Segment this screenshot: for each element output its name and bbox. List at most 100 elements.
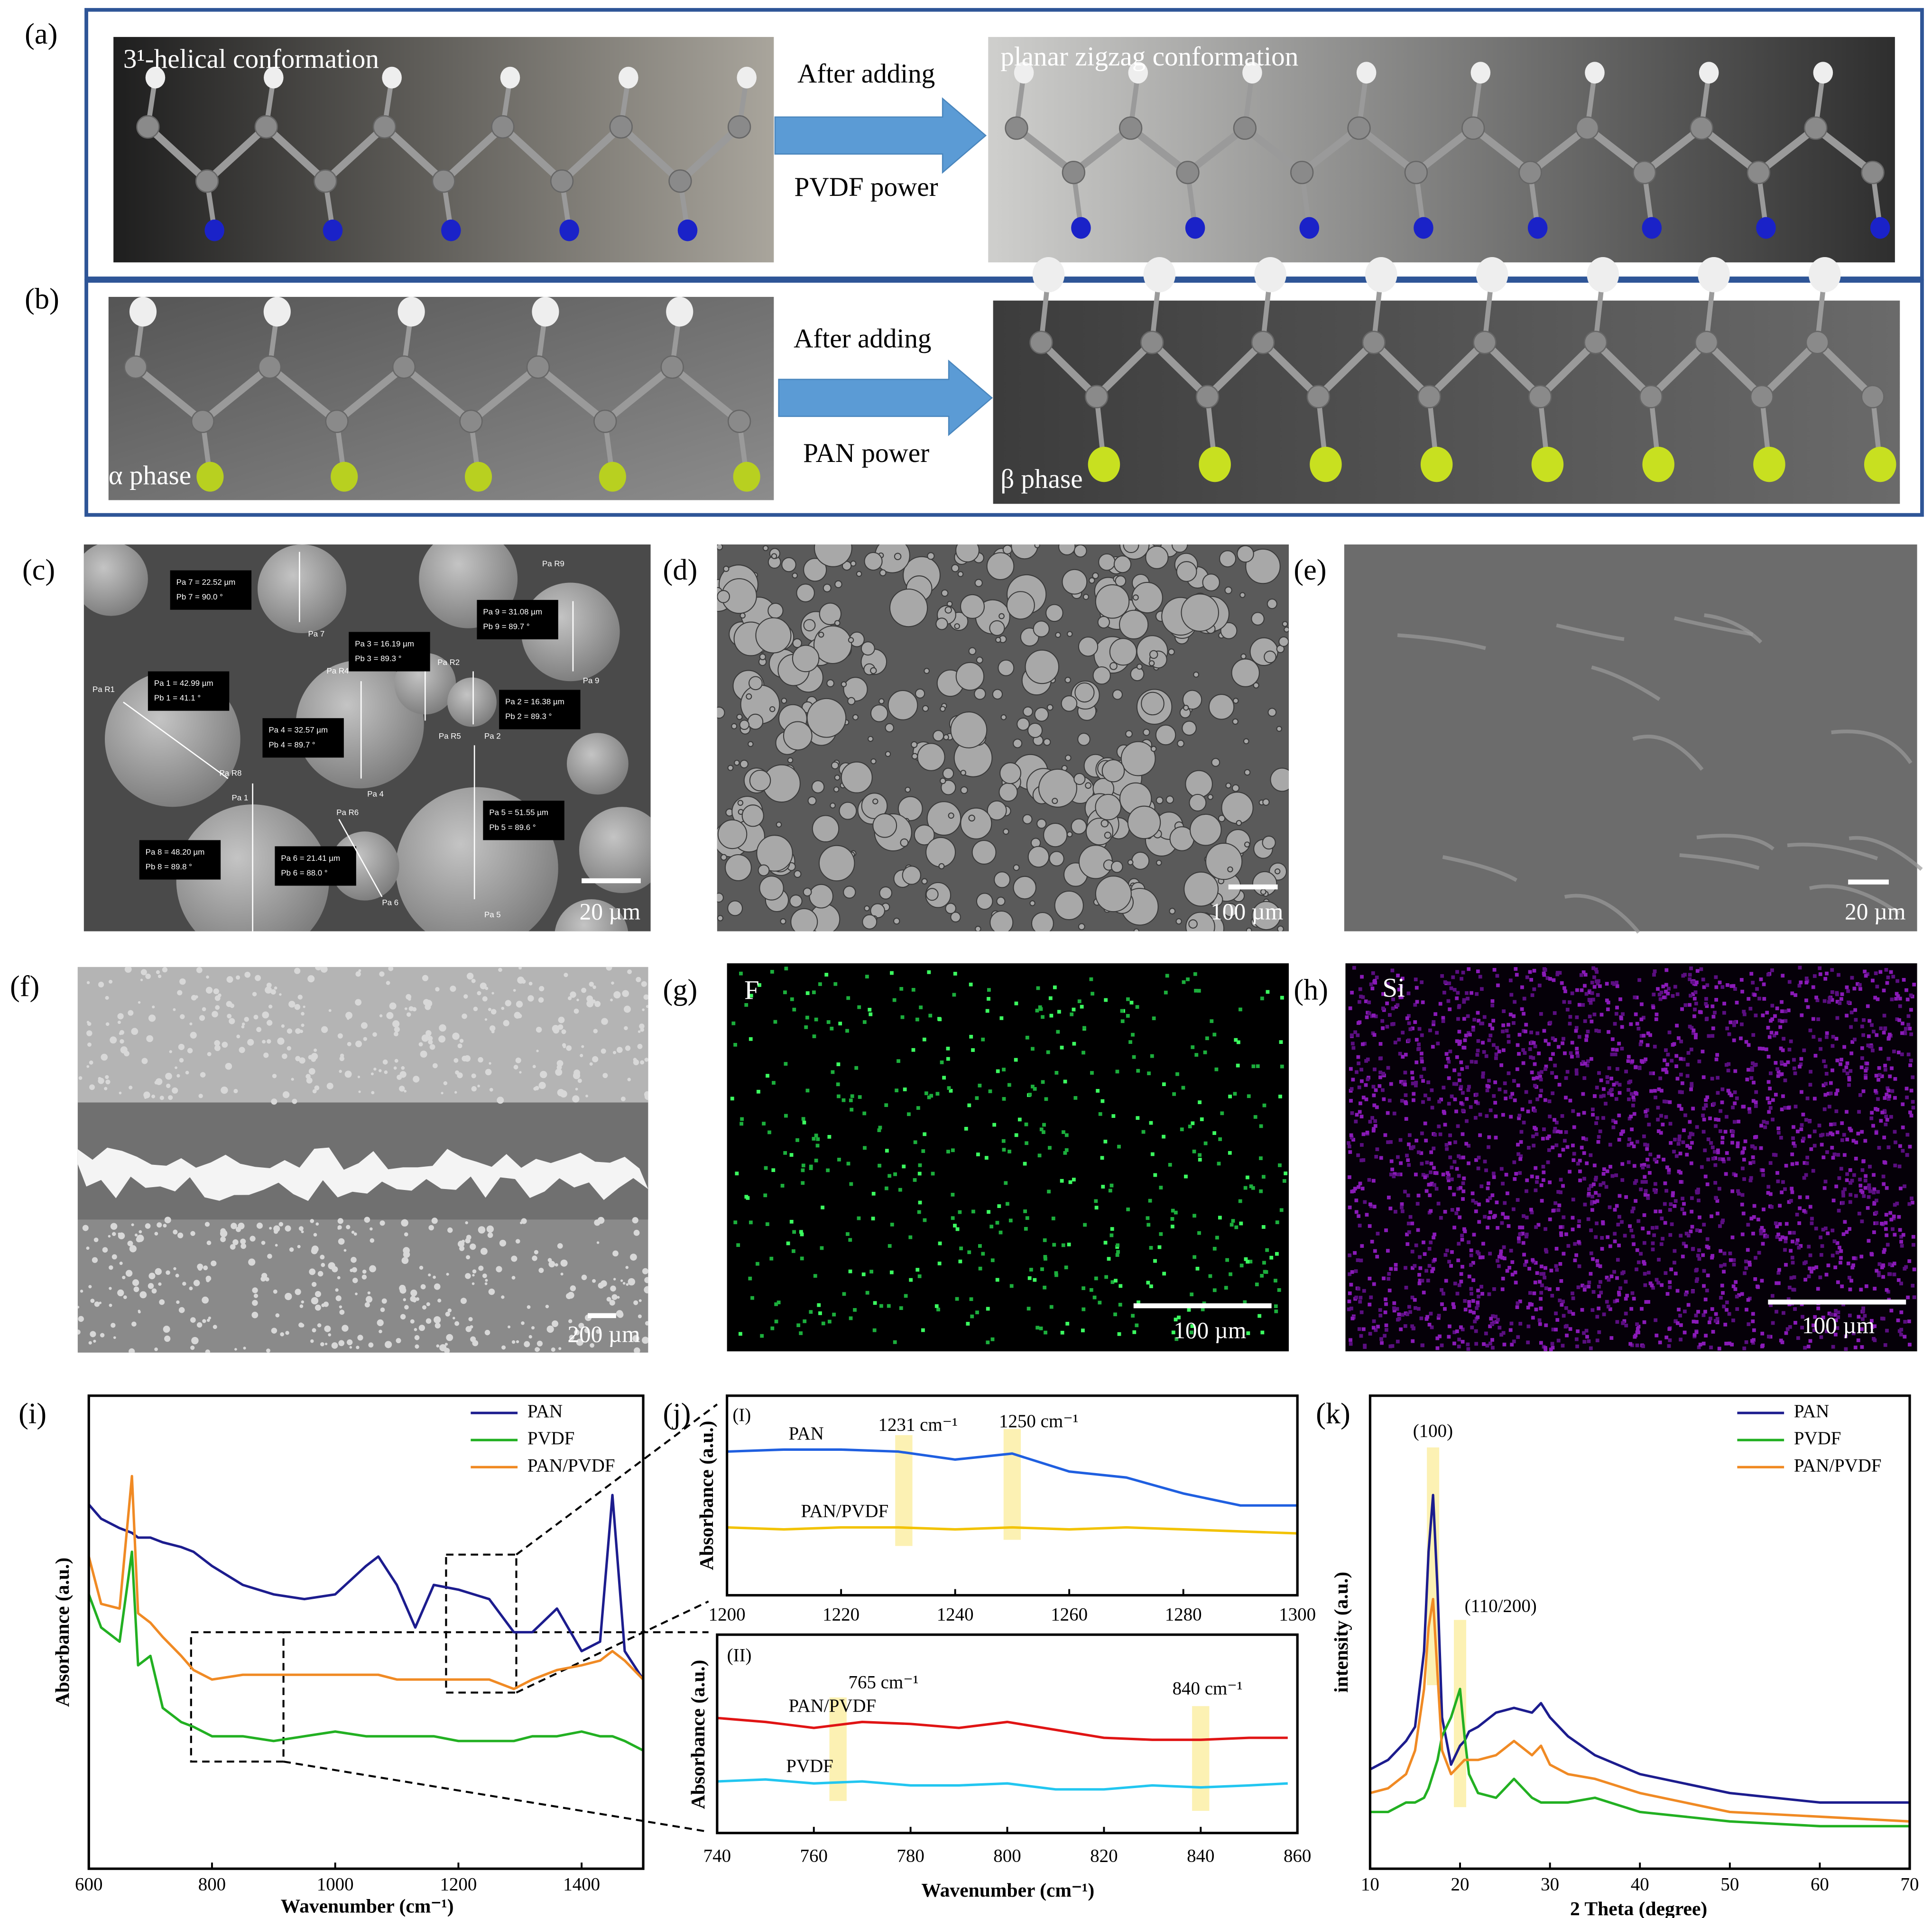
microsphere (939, 777, 946, 784)
microsphere (1049, 851, 1064, 867)
eds-dot (1762, 997, 1766, 1001)
annotation: (110/200) (1465, 1595, 1537, 1616)
eds-dot (1421, 1000, 1425, 1005)
particle (166, 1270, 170, 1275)
eds-dot (1459, 1325, 1463, 1329)
eds-dot (1369, 982, 1373, 987)
eds-dot (1740, 1292, 1744, 1296)
eds-dot (1542, 1170, 1546, 1174)
texture (1679, 853, 1760, 870)
particle (379, 971, 385, 977)
eds-dot (1692, 996, 1697, 1001)
eds-dot (946, 1057, 950, 1061)
particle (577, 1079, 582, 1083)
particle (310, 1339, 314, 1343)
eds-dot (1681, 1197, 1685, 1201)
eds-dot (1594, 1176, 1598, 1180)
eds-dot (1675, 1289, 1680, 1293)
microsphere (1109, 638, 1137, 666)
microsphere (1148, 660, 1155, 666)
eds-dot (1507, 1023, 1510, 1027)
particle (154, 1232, 158, 1236)
atom (500, 66, 520, 89)
eds-dot (1614, 1173, 1618, 1177)
particle (457, 1043, 462, 1049)
eds-dot (1634, 1065, 1638, 1069)
particle (453, 1317, 455, 1319)
eds-dot (873, 1301, 877, 1305)
eds-dot (1614, 1120, 1618, 1125)
eds-dot (1535, 1175, 1539, 1180)
eds-dot (976, 1153, 980, 1156)
particle (253, 1014, 259, 1020)
eds-dot (1824, 1273, 1829, 1277)
eds-dot (1571, 1198, 1575, 1202)
eds-dot (1631, 1095, 1636, 1099)
eds-dot (1387, 1277, 1391, 1281)
particle (379, 1014, 383, 1017)
eds-dot (1556, 1287, 1560, 1291)
eds-dot (1800, 1326, 1804, 1330)
eds-dot (1350, 1306, 1353, 1310)
eds-dot (1648, 1033, 1652, 1037)
eds-dot (1693, 1007, 1697, 1012)
particle (206, 1319, 210, 1322)
eds-dot (1833, 1332, 1838, 1337)
particle (206, 1240, 212, 1245)
eds-dot (795, 1138, 799, 1142)
eds-dot (1587, 1284, 1591, 1289)
particle (353, 1232, 357, 1236)
eds-dot (1858, 983, 1862, 987)
eds-dot (814, 1159, 818, 1162)
eds-dot (1060, 1045, 1064, 1050)
eds-dot (1419, 1074, 1424, 1079)
marker-text: Pa 1 (232, 793, 249, 802)
eds-dot (1812, 1328, 1816, 1332)
eds-dot (893, 1172, 897, 1176)
eds-dot (1681, 1140, 1685, 1144)
eds-dot (951, 1192, 955, 1197)
eds-dot (1723, 1263, 1727, 1267)
atom (1417, 385, 1441, 409)
particle (489, 1062, 491, 1065)
eds-dot (872, 1328, 877, 1332)
particle (317, 1323, 322, 1328)
microsphere (968, 647, 977, 655)
eds-dot (995, 1221, 999, 1225)
particle (320, 967, 328, 973)
eds-dot (1688, 1003, 1692, 1007)
eds-dot (1771, 1117, 1775, 1122)
eds-dot (1017, 1117, 1022, 1122)
eds-dot (1047, 1190, 1051, 1194)
eds-dot (1595, 1338, 1599, 1343)
measure-box (349, 632, 430, 672)
particle (379, 1329, 382, 1334)
eds-dot (1368, 1120, 1372, 1124)
eds-dot (1529, 977, 1534, 982)
eds-dot (1845, 1178, 1849, 1182)
eds-dot (1568, 1098, 1572, 1103)
particle (339, 1070, 342, 1073)
eds-dot (1561, 1184, 1565, 1188)
eds-dot (1359, 1143, 1364, 1147)
particle (229, 1018, 235, 1024)
particle (301, 1012, 305, 1016)
eds-dot (1869, 1116, 1874, 1120)
eds-dot (733, 1042, 737, 1047)
eds-dot (1573, 1242, 1577, 1246)
eds-dot (1834, 1318, 1838, 1322)
eds-dot (805, 1088, 810, 1093)
particle (342, 1325, 349, 1332)
eds-dot (1775, 1225, 1779, 1228)
eds-dot (1476, 1049, 1480, 1052)
eds-dot (1456, 1207, 1460, 1211)
eds-dot (1405, 1016, 1409, 1020)
microsphere (1115, 575, 1127, 587)
microsphere (850, 560, 857, 567)
eds-dot (1422, 1291, 1426, 1295)
eds-dot (1526, 1146, 1531, 1150)
microsphere (756, 835, 793, 872)
eds-dot (1354, 1269, 1358, 1273)
eds-dot (1830, 968, 1834, 972)
particle (576, 1338, 583, 1346)
